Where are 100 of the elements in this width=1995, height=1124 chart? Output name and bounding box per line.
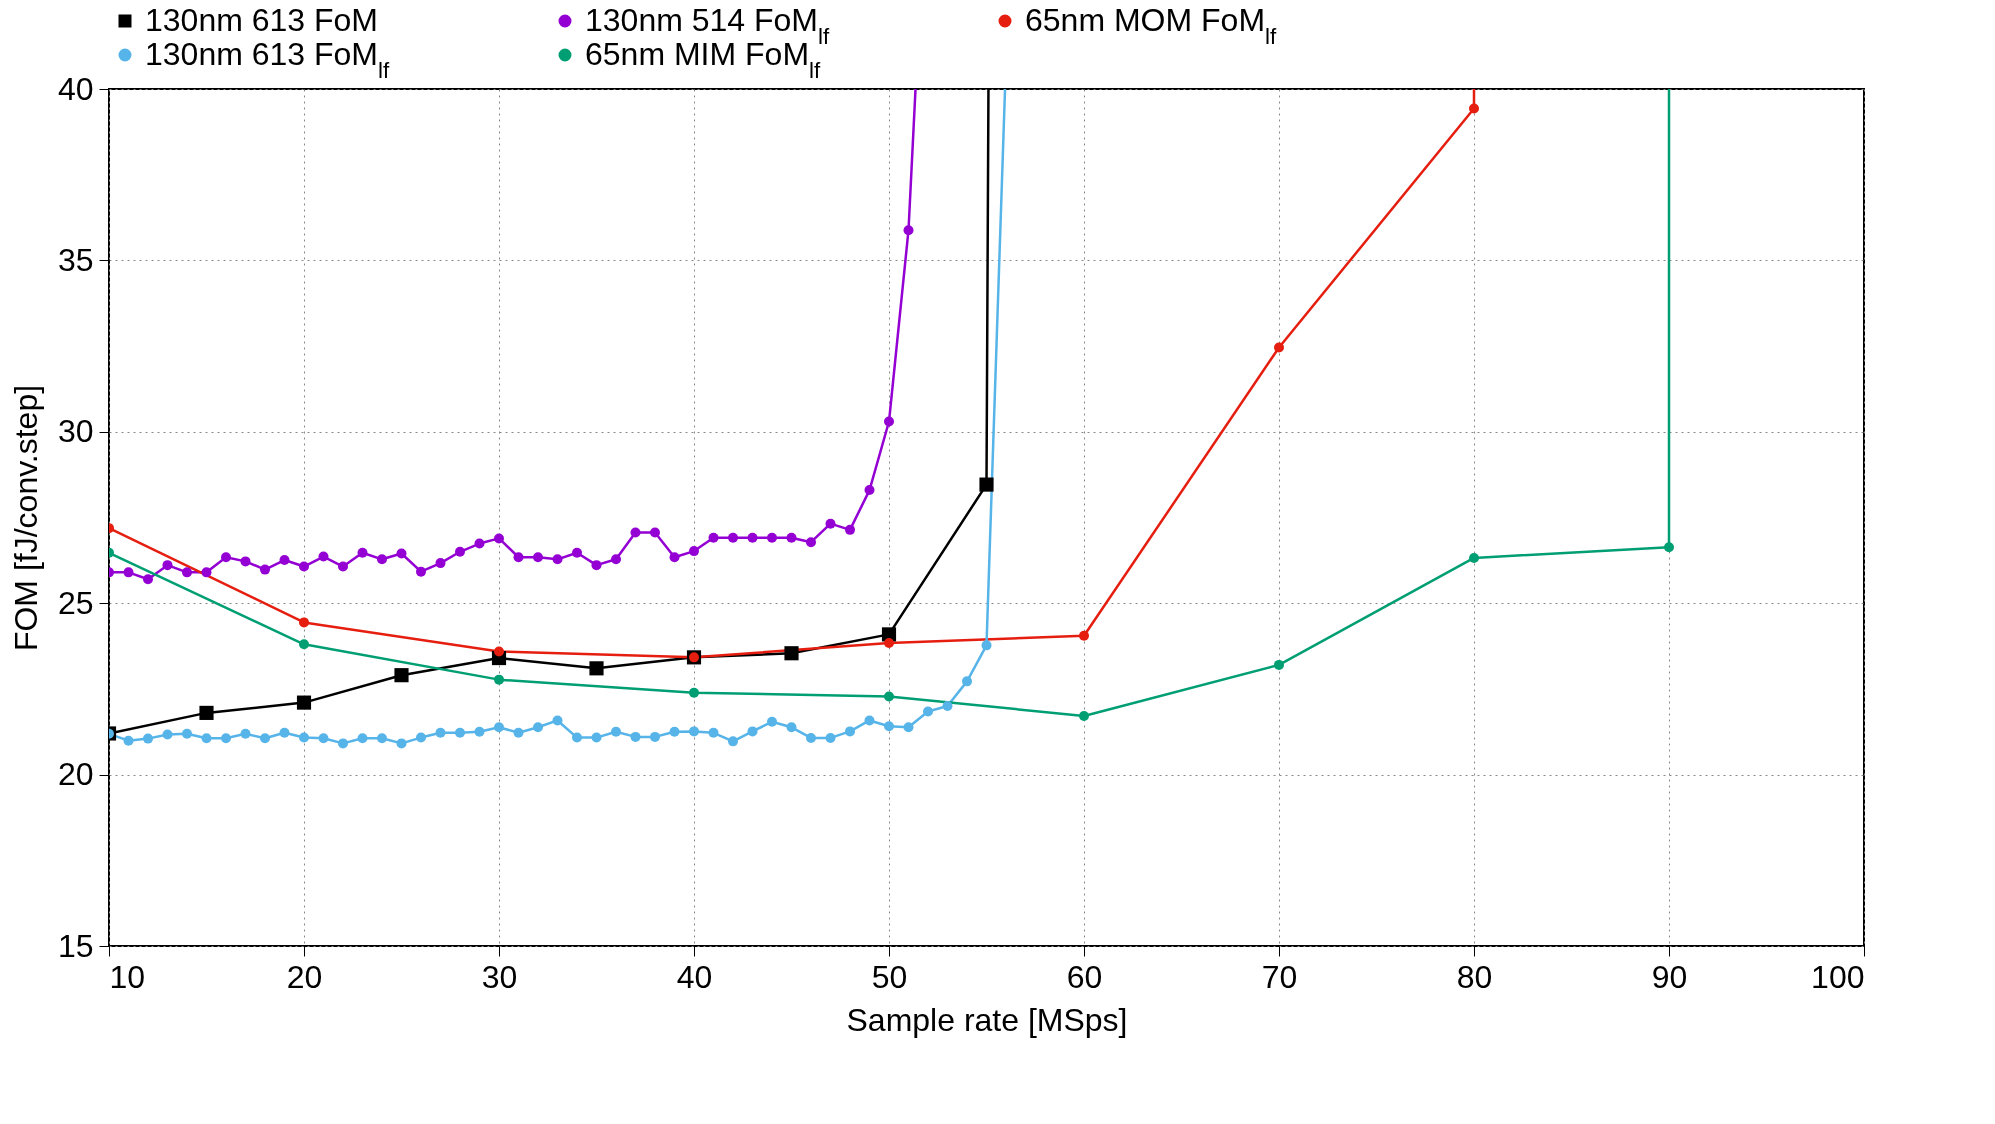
point xyxy=(1469,103,1479,114)
x-tick-label: 10 xyxy=(109,958,146,995)
point xyxy=(1664,542,1674,553)
point xyxy=(552,554,563,565)
point xyxy=(650,731,660,742)
point xyxy=(689,687,699,698)
point xyxy=(299,617,309,628)
point xyxy=(591,560,602,571)
point xyxy=(806,537,816,548)
x-tick-label: 100 xyxy=(1811,958,1865,995)
point xyxy=(260,564,270,575)
point xyxy=(494,533,504,544)
point xyxy=(942,701,953,712)
point xyxy=(689,726,699,737)
point xyxy=(494,646,504,657)
point xyxy=(572,732,582,743)
y-axis-title: FOM [fJ/conv.step] xyxy=(7,384,44,652)
point xyxy=(884,721,894,732)
point xyxy=(143,733,153,744)
point xyxy=(1079,630,1089,641)
point xyxy=(533,722,543,733)
point xyxy=(786,722,797,733)
point xyxy=(416,732,426,743)
point xyxy=(296,695,312,710)
point xyxy=(979,477,994,492)
point xyxy=(903,722,914,733)
point xyxy=(377,554,387,565)
point xyxy=(611,554,621,565)
x-tick-label: 60 xyxy=(1066,958,1103,995)
point xyxy=(589,661,604,676)
point xyxy=(123,735,134,746)
point xyxy=(728,736,738,747)
point xyxy=(435,558,446,569)
point xyxy=(767,716,777,727)
point xyxy=(825,732,836,743)
point xyxy=(903,225,914,236)
point xyxy=(981,640,992,651)
y-tick-label: 25 xyxy=(57,584,94,621)
point xyxy=(767,532,777,543)
point xyxy=(494,722,504,733)
point xyxy=(1079,710,1089,721)
point xyxy=(572,547,582,558)
point xyxy=(474,726,485,737)
point xyxy=(884,691,894,702)
point xyxy=(1274,342,1284,353)
point xyxy=(455,727,465,738)
point xyxy=(650,527,660,538)
y-tick-label: 30 xyxy=(57,413,94,450)
point xyxy=(611,726,621,737)
point xyxy=(279,727,290,738)
point xyxy=(630,527,641,538)
x-tick-label: 80 xyxy=(1456,958,1493,995)
point xyxy=(394,668,409,683)
point xyxy=(474,538,485,549)
point xyxy=(884,416,894,427)
point xyxy=(825,518,836,529)
legend-label: 130nm 613 FoM$_{lf}$ xyxy=(145,36,390,83)
point xyxy=(357,547,368,558)
point xyxy=(513,552,524,563)
point xyxy=(299,639,309,650)
point xyxy=(221,552,231,563)
point xyxy=(199,705,214,720)
point xyxy=(338,561,348,572)
point xyxy=(221,733,231,744)
x-axis-title: Sample rate [MSps] xyxy=(846,1001,1128,1038)
point xyxy=(845,524,855,535)
point xyxy=(240,728,251,739)
point xyxy=(708,532,719,543)
point xyxy=(123,567,134,578)
point xyxy=(182,567,192,578)
point xyxy=(318,733,329,744)
point xyxy=(396,738,407,749)
point xyxy=(435,727,446,738)
point xyxy=(552,715,563,726)
x-tick-label: 70 xyxy=(1261,958,1298,995)
y-tick-label: 35 xyxy=(57,241,94,278)
point xyxy=(240,556,251,567)
x-tick-label: 20 xyxy=(286,958,323,995)
point xyxy=(318,551,329,562)
point xyxy=(845,726,855,737)
point xyxy=(884,637,894,648)
point xyxy=(689,546,699,557)
point xyxy=(279,555,290,565)
point xyxy=(747,532,758,543)
point xyxy=(201,733,212,744)
point xyxy=(494,674,504,685)
point xyxy=(416,566,426,577)
point xyxy=(338,738,348,749)
point xyxy=(260,733,270,744)
point xyxy=(786,532,797,543)
point xyxy=(377,733,387,744)
point xyxy=(728,532,738,543)
x-tick-label: 90 xyxy=(1651,958,1688,995)
legend-label: 65nm MOM FoM$_{lf}$ xyxy=(1025,2,1278,49)
point xyxy=(396,548,407,559)
y-tick-label: 20 xyxy=(57,756,94,793)
point xyxy=(201,567,212,578)
y-tick-label: 15 xyxy=(57,927,94,964)
point xyxy=(630,731,641,742)
point xyxy=(182,728,192,739)
